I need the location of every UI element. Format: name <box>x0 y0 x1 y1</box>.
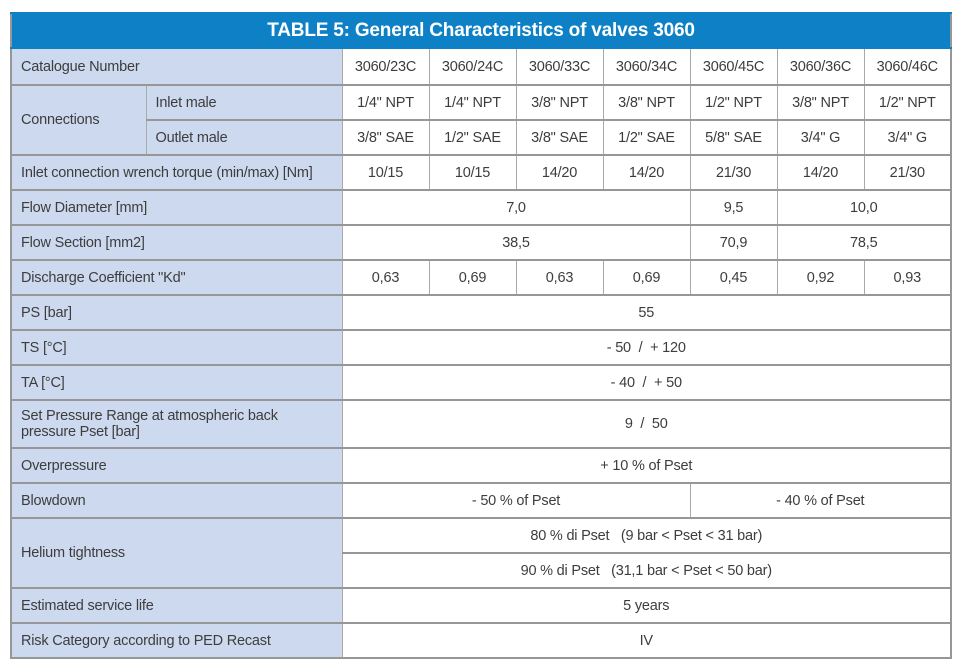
discharge-coefficient-cell: 0,45 <box>689 259 778 296</box>
flow-section-label: Flow Section [mm2] <box>10 224 343 261</box>
flow-section-cell: 38,5 <box>341 224 691 261</box>
outlet-male-cell: 3/8" SAE <box>341 119 430 156</box>
wrench-torque-label: Inlet connection wrench torque (min/max)… <box>10 154 343 191</box>
flow-section-cell: 78,5 <box>776 224 952 261</box>
inlet-male-cell: 1/2" NPT <box>863 84 952 121</box>
table-row-service-life: Estimated service life 5 years <box>10 587 952 624</box>
discharge-coefficient-cell: 0,69 <box>602 259 691 296</box>
catalogue-number-cell: 3060/23C <box>341 47 430 86</box>
table-title: TABLE 5: General Characteristics of valv… <box>10 12 952 49</box>
ta-value: - 40 / + 50 <box>341 364 952 401</box>
catalogue-number-cell: 3060/45C <box>689 47 778 86</box>
table-row-wrench-torque: Inlet connection wrench torque (min/max)… <box>10 154 952 191</box>
catalogue-number-cell: 3060/36C <box>776 47 865 86</box>
risk-category-value: IV <box>341 622 952 659</box>
flow-diameter-cell: 7,0 <box>341 189 691 226</box>
table-row-helium-tightness-1: Helium tightness 80 % di Pset (9 bar < P… <box>10 517 952 589</box>
outlet-male-cell: 3/4" G <box>776 119 865 156</box>
wrench-torque-cell: 21/30 <box>689 154 778 191</box>
inlet-male-label: Inlet male <box>145 84 343 121</box>
catalogue-number-cell: 3060/33C <box>515 47 604 86</box>
inlet-male-cell: 3/8" NPT <box>602 84 691 121</box>
table-row-flow-diameter: Flow Diameter [mm] 7,0 9,5 10,0 <box>10 189 952 226</box>
blowdown-cell: - 50 % of Pset <box>341 482 691 519</box>
overpressure-value: + 10 % of Pset <box>341 447 952 484</box>
inlet-male-cell: 3/8" NPT <box>776 84 865 121</box>
inlet-male-cell: 1/2" NPT <box>689 84 778 121</box>
service-life-label: Estimated service life <box>10 587 343 624</box>
wrench-torque-cell: 21/30 <box>863 154 952 191</box>
ts-value: - 50 / + 120 <box>341 329 952 366</box>
valves-general-characteristics-table: TABLE 5: General Characteristics of valv… <box>10 12 953 659</box>
discharge-coefficient-cell: 0,69 <box>428 259 517 296</box>
blowdown-label: Blowdown <box>10 482 343 519</box>
inlet-male-cell: 1/4" NPT <box>341 84 430 121</box>
ps-value: 55 <box>341 294 952 331</box>
helium-tightness-cell: 90 % di Pset (31,1 bar < Pset < 50 bar) <box>341 552 952 589</box>
ts-label: TS [°C] <box>10 329 343 366</box>
discharge-coefficient-cell: 0,63 <box>515 259 604 296</box>
table-row-ts: TS [°C] - 50 / + 120 <box>10 329 952 366</box>
inlet-male-cell: 3/8" NPT <box>515 84 604 121</box>
flow-diameter-cell: 10,0 <box>776 189 952 226</box>
datasheet-page: TABLE 5: General Characteristics of valv… <box>10 12 953 659</box>
discharge-coefficient-cell: 0,93 <box>863 259 952 296</box>
outlet-male-cell: 1/2" SAE <box>428 119 517 156</box>
flow-diameter-label: Flow Diameter [mm] <box>10 189 343 226</box>
catalogue-number-cell: 3060/34C <box>602 47 691 86</box>
table-row-ta: TA [°C] - 40 / + 50 <box>10 364 952 401</box>
helium-tightness-cell: 80 % di Pset (9 bar < Pset < 31 bar) <box>341 517 952 554</box>
table-row-overpressure: Overpressure + 10 % of Pset <box>10 447 952 484</box>
wrench-torque-cell: 14/20 <box>776 154 865 191</box>
set-pressure-range-value: 9 / 50 <box>341 399 952 449</box>
outlet-male-cell: 1/2" SAE <box>602 119 691 156</box>
ta-label: TA [°C] <box>10 364 343 401</box>
catalogue-number-label: Catalogue Number <box>10 47 343 86</box>
wrench-torque-cell: 10/15 <box>341 154 430 191</box>
outlet-male-cell: 3/8" SAE <box>515 119 604 156</box>
table-row-discharge-coefficient: Discharge Coefficient "Kd" 0,63 0,69 0,6… <box>10 259 952 296</box>
table-row-catalogue-number: Catalogue Number 3060/23C 3060/24C 3060/… <box>10 47 952 86</box>
wrench-torque-cell: 14/20 <box>602 154 691 191</box>
table-row-title: TABLE 5: General Characteristics of valv… <box>10 12 952 49</box>
wrench-torque-cell: 10/15 <box>428 154 517 191</box>
discharge-coefficient-cell: 0,92 <box>776 259 865 296</box>
set-pressure-range-label: Set Pressure Range at atmospheric back p… <box>10 399 343 449</box>
connections-label: Connections <box>10 84 147 156</box>
helium-tightness-label: Helium tightness <box>10 517 343 589</box>
table-row-ps: PS [bar] 55 <box>10 294 952 331</box>
outlet-male-label: Outlet male <box>145 119 343 156</box>
flow-diameter-cell: 9,5 <box>689 189 778 226</box>
discharge-coefficient-label: Discharge Coefficient "Kd" <box>10 259 343 296</box>
outlet-male-cell: 5/8" SAE <box>689 119 778 156</box>
discharge-coefficient-cell: 0,63 <box>341 259 430 296</box>
table-row-outlet-male: Outlet male 3/8" SAE 1/2" SAE 3/8" SAE 1… <box>11 119 952 156</box>
table-row-inlet-male: Connections Inlet male 1/4" NPT 1/4" NPT… <box>10 84 952 156</box>
outlet-male-cell: 3/4" G <box>863 119 952 156</box>
table-row-blowdown: Blowdown - 50 % of Pset - 40 % of Pset <box>10 482 952 519</box>
flow-section-cell: 70,9 <box>689 224 778 261</box>
table-row-helium-tightness-2: 90 % di Pset (31,1 bar < Pset < 50 bar) <box>11 552 952 589</box>
table-row-set-pressure-range: Set Pressure Range at atmospheric back p… <box>10 399 952 449</box>
blowdown-cell: - 40 % of Pset <box>689 482 952 519</box>
service-life-value: 5 years <box>341 587 952 624</box>
catalogue-number-cell: 3060/46C <box>863 47 952 86</box>
overpressure-label: Overpressure <box>10 447 343 484</box>
table-row-risk-category: Risk Category according to PED Recast IV <box>10 622 952 659</box>
ps-label: PS [bar] <box>10 294 343 331</box>
risk-category-label: Risk Category according to PED Recast <box>10 622 343 659</box>
inlet-male-cell: 1/4" NPT <box>428 84 517 121</box>
wrench-torque-cell: 14/20 <box>515 154 604 191</box>
table-row-flow-section: Flow Section [mm2] 38,5 70,9 78,5 <box>10 224 952 261</box>
catalogue-number-cell: 3060/24C <box>428 47 517 86</box>
